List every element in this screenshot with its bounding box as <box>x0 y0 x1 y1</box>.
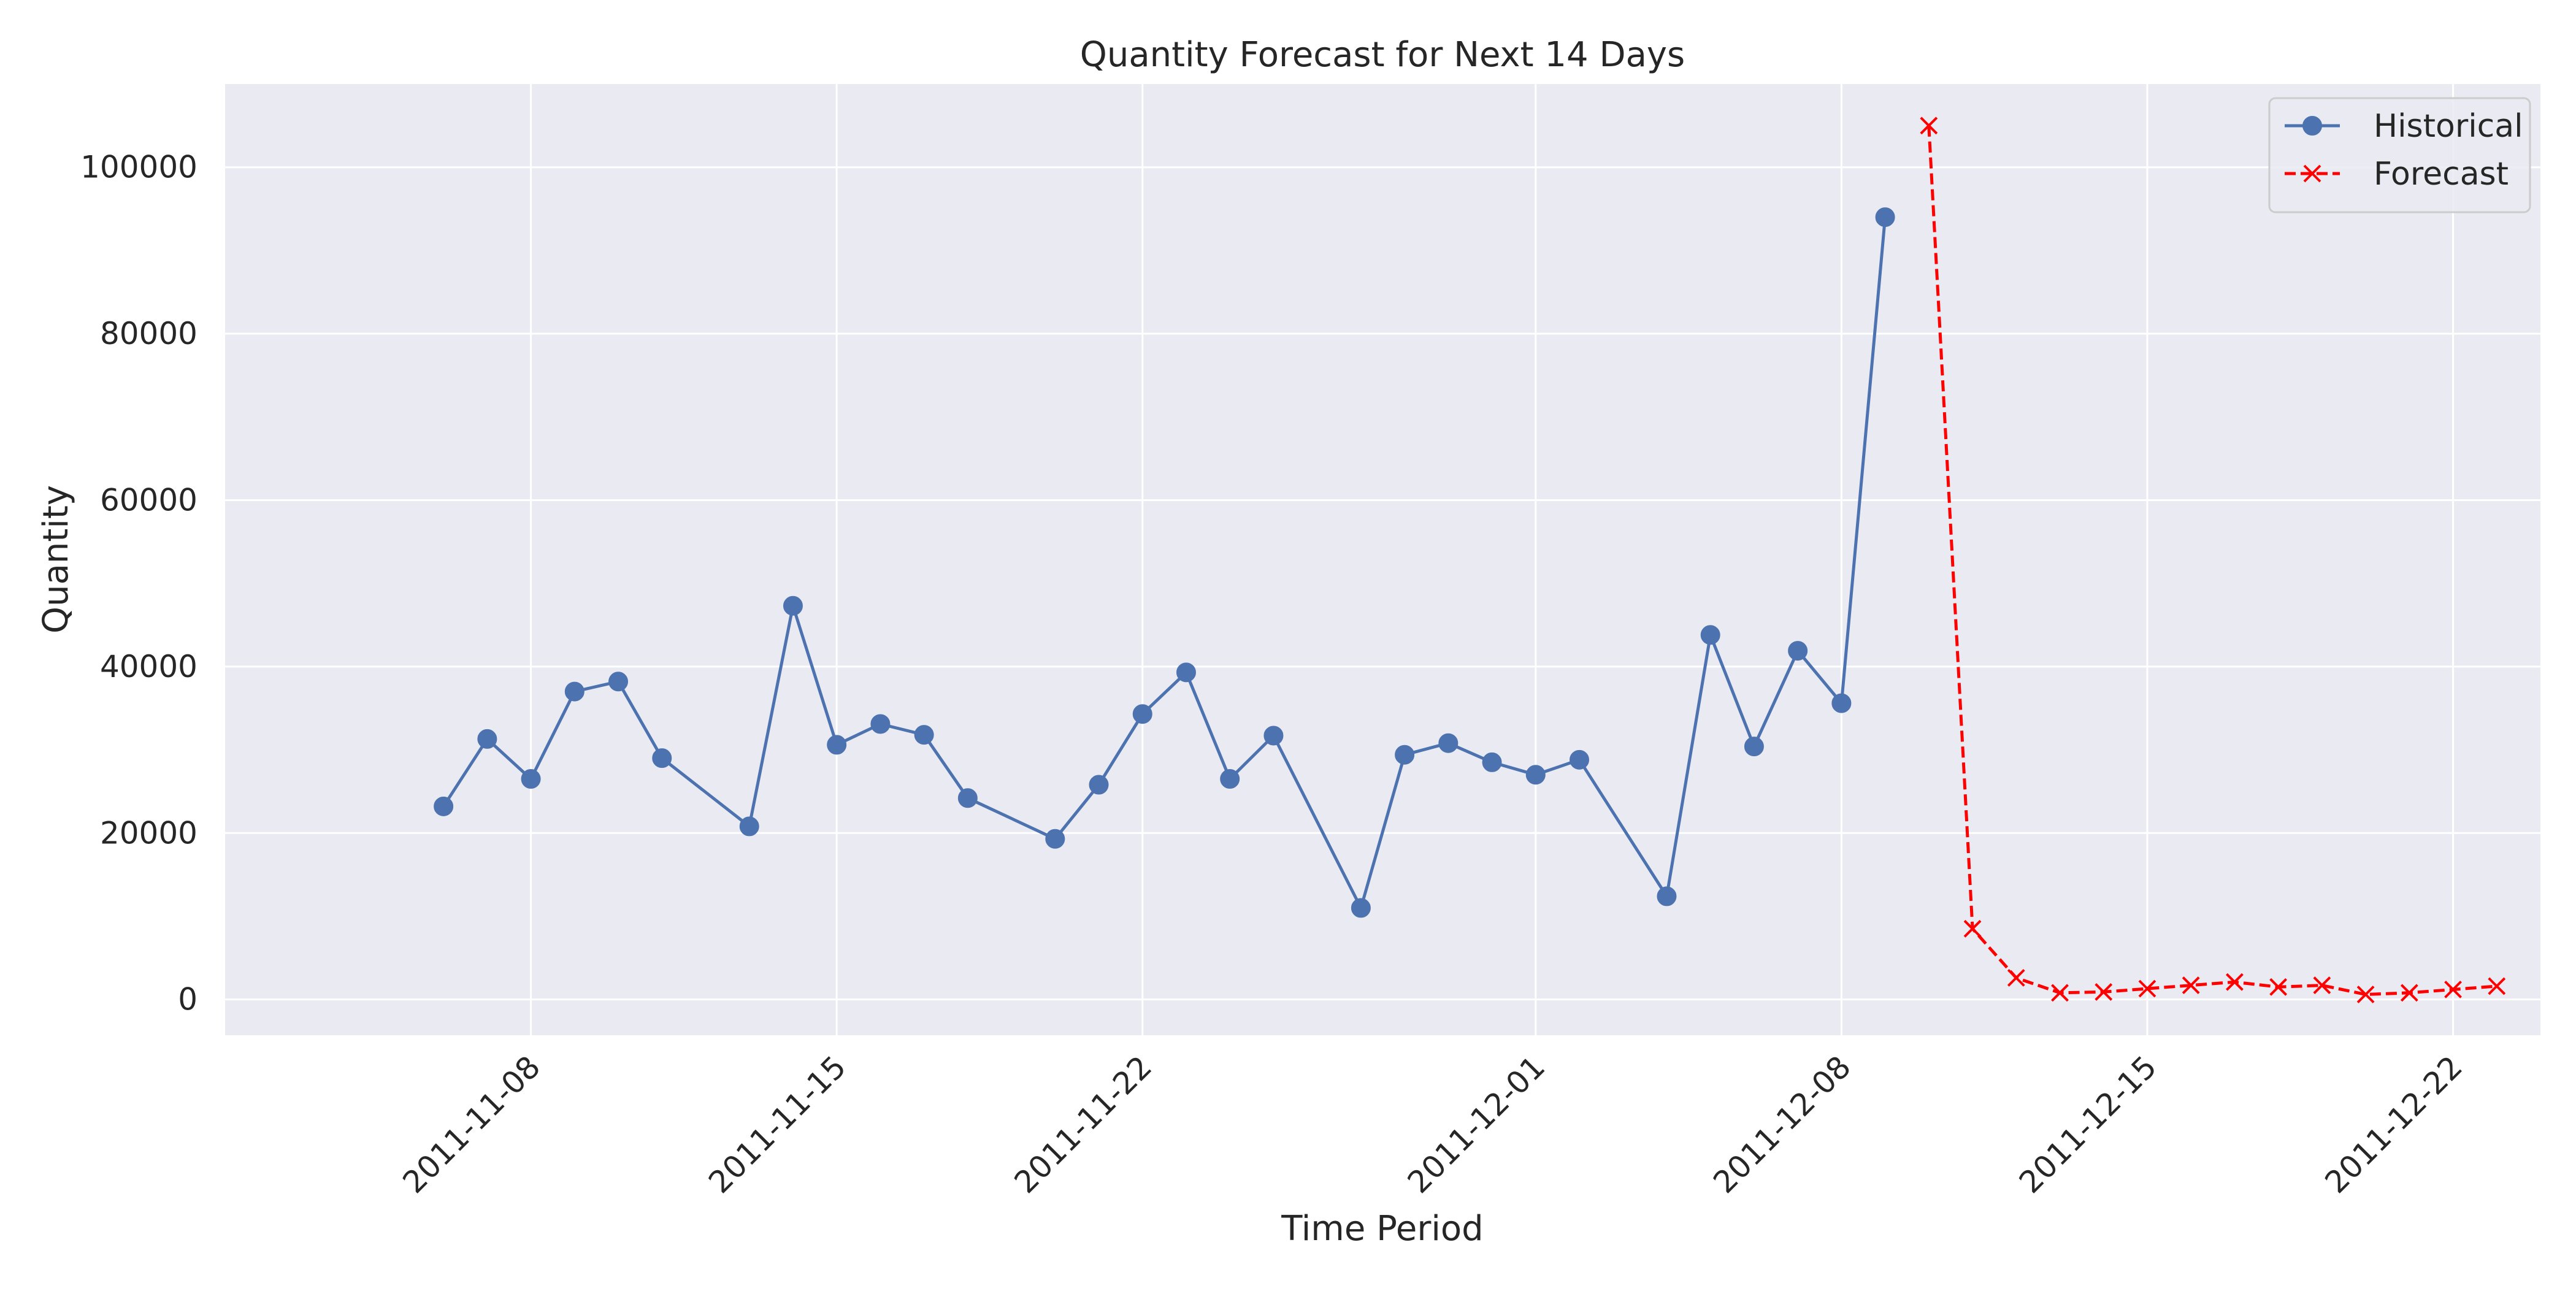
y-tick-label: 0 <box>178 982 197 1017</box>
marker-stroke <box>1963 919 1982 938</box>
y-tick-label: 40000 <box>100 649 197 684</box>
data-point <box>1132 704 1152 724</box>
series-layer <box>434 117 2506 1003</box>
data-point <box>2051 984 2069 1002</box>
y-tick-label: 20000 <box>100 815 197 851</box>
y-tick-label: 100000 <box>80 150 197 185</box>
data-point <box>1220 769 1240 789</box>
data-point <box>2444 980 2462 998</box>
x-tick-label: 2011-11-08 <box>396 1049 547 1200</box>
data-point <box>1438 733 1459 753</box>
marker-stroke <box>2313 976 2331 994</box>
marker-stroke <box>1920 117 1938 135</box>
series-forecast <box>1920 117 2506 1003</box>
data-point <box>2182 976 2200 994</box>
data-point <box>1744 737 1764 757</box>
data-point <box>1657 886 1677 906</box>
data-point <box>2313 976 2331 994</box>
data-point <box>1395 745 1415 765</box>
plot-area <box>225 84 2540 1035</box>
data-point <box>2488 977 2506 995</box>
data-point <box>2226 973 2244 991</box>
marker-stroke <box>2356 986 2375 1003</box>
data-point <box>608 672 629 692</box>
marker-stroke <box>2138 979 2156 998</box>
legend: Historical Forecast <box>2268 97 2531 213</box>
data-point <box>652 748 672 768</box>
data-point <box>1263 726 1284 746</box>
data-point <box>783 596 803 616</box>
data-point <box>2138 979 2156 998</box>
data-point <box>1176 662 1196 683</box>
data-point <box>1700 625 1720 645</box>
y-tick-label: 80000 <box>100 316 197 351</box>
y-tick-labels: 0 20000 40000 60000 80000 100000 <box>80 150 197 1017</box>
data-point <box>2356 986 2375 1003</box>
data-point <box>827 735 847 755</box>
marker-stroke <box>2007 968 2025 987</box>
x-tick-label: 2011-12-22 <box>2318 1049 2469 1200</box>
data-point <box>477 729 497 749</box>
marker-stroke <box>2095 983 2113 1001</box>
data-point <box>434 796 454 816</box>
x-tick-label: 2011-12-08 <box>1706 1049 1857 1200</box>
series-forecast-line <box>1927 125 2497 996</box>
legend-item-historical: Historical <box>2285 108 2523 145</box>
x-tick-labels: 2011-11-08 2011-11-15 2011-11-22 2011-12-01… <box>396 1049 2469 1200</box>
marker-stroke <box>2400 984 2418 1002</box>
data-point <box>2269 978 2288 996</box>
data-point <box>1089 775 1109 795</box>
data-point <box>870 714 891 734</box>
data-point <box>2007 968 2025 987</box>
data-point <box>1525 765 1546 785</box>
legend-item-forecast: Forecast <box>2285 156 2509 193</box>
y-axis-label: Quantity <box>36 485 76 634</box>
data-point <box>1875 207 1895 228</box>
data-point <box>521 769 541 789</box>
data-point <box>739 816 759 837</box>
grid <box>225 84 2540 1035</box>
data-point <box>1570 749 1590 770</box>
x-tick-label: 2011-11-22 <box>1008 1049 1159 1200</box>
x-tick-label: 2011-12-01 <box>1401 1049 1552 1200</box>
series-historical <box>434 207 1895 918</box>
marker-stroke <box>2182 976 2200 994</box>
series-historical-line <box>442 216 1887 910</box>
data-point <box>1482 752 1502 772</box>
data-point <box>1351 898 1371 918</box>
legend-marker <box>2302 116 2322 136</box>
marker-stroke <box>2303 164 2321 183</box>
marker-stroke <box>2444 980 2462 998</box>
data-point <box>1963 919 1982 938</box>
data-point <box>1920 117 1938 135</box>
legend-label: Forecast <box>2374 156 2509 193</box>
x-tick-label: 2011-11-15 <box>702 1049 853 1200</box>
marker-stroke <box>2488 977 2506 995</box>
x-tick-label: 2011-12-15 <box>2012 1049 2163 1200</box>
legend-label: Historical <box>2374 108 2523 145</box>
y-tick-label: 60000 <box>100 482 197 518</box>
data-point <box>1788 641 1808 661</box>
data-point <box>914 725 934 745</box>
marker-stroke <box>2269 978 2288 996</box>
chart-title: Quantity Forecast for Next 14 Days <box>1080 35 1685 75</box>
data-point <box>2400 984 2418 1002</box>
data-point <box>1045 829 1065 849</box>
x-axis-label: Time Period <box>1281 1209 1483 1249</box>
data-point <box>957 788 978 808</box>
data-point <box>1831 693 1852 713</box>
marker-stroke <box>2051 984 2069 1002</box>
data-point <box>564 681 585 702</box>
legend-marker <box>2303 164 2321 183</box>
data-point <box>2095 983 2113 1001</box>
marker-stroke <box>2226 973 2244 991</box>
